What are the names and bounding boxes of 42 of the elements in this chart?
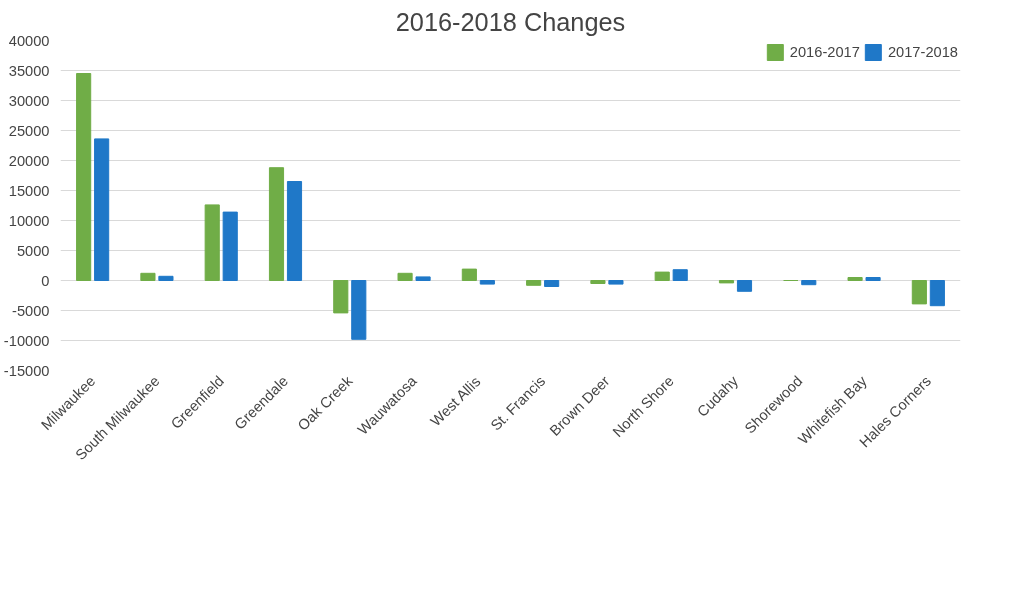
bar (865, 277, 881, 281)
bar (415, 276, 431, 281)
y-tick-label: 10000 (8, 212, 50, 229)
y-tick-label: 25000 (8, 122, 50, 139)
bar (333, 280, 349, 314)
legend-label: 2016-2017 (789, 44, 860, 60)
bar (847, 277, 863, 281)
bar (286, 181, 303, 281)
y-tick-label: 40000 (8, 32, 50, 49)
bar (654, 271, 670, 281)
chart-title: 2016-2018 Changes (395, 7, 626, 36)
bar (351, 280, 367, 340)
bar (526, 280, 542, 286)
y-tick-label: -15000 (3, 362, 50, 379)
bar (718, 280, 735, 284)
y-tick-label: -10000 (3, 332, 50, 349)
y-tick-label: 20000 (8, 152, 50, 169)
bar (590, 280, 606, 284)
bar (672, 269, 688, 281)
bar (268, 167, 285, 281)
bar (608, 280, 624, 285)
bar (140, 272, 156, 281)
y-tick-label: 15000 (8, 182, 50, 199)
bar (397, 272, 413, 281)
bar (544, 280, 560, 287)
bar (461, 268, 477, 281)
y-tick-label: 5000 (16, 242, 50, 259)
y-tick-label: -5000 (12, 302, 50, 319)
bar (911, 280, 927, 305)
y-tick-label: 30000 (8, 92, 50, 109)
bar (479, 280, 495, 285)
bar (76, 73, 92, 281)
y-tick-label: 35000 (8, 62, 50, 79)
bar (158, 275, 174, 281)
bar (736, 280, 753, 292)
bar (204, 204, 220, 281)
y-tick-label: 0 (41, 272, 50, 289)
bar (929, 280, 945, 307)
bar (222, 211, 238, 281)
legend-label: 2017-2018 (887, 44, 958, 60)
bar (94, 138, 110, 281)
bar (801, 280, 817, 286)
